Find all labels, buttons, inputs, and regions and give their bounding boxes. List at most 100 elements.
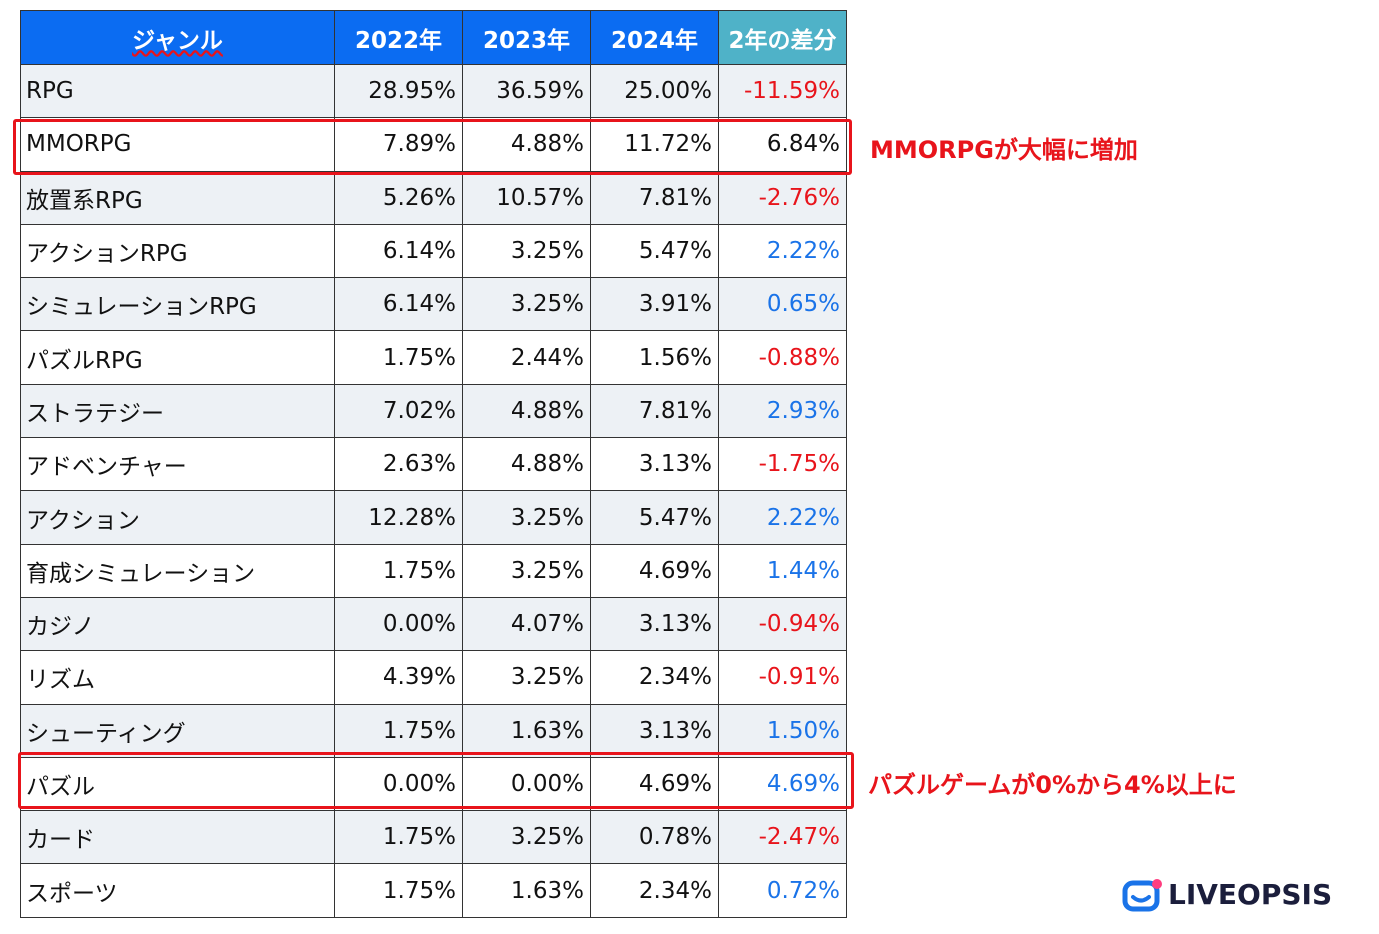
value-cell: 3.25% <box>462 810 591 865</box>
value-cell: 0.72% <box>718 863 847 918</box>
header-cell: 2023年 <box>462 10 591 65</box>
value-cell: 7.81% <box>590 170 719 225</box>
genre-cell: リズム <box>20 650 335 705</box>
value-cell: 2.63% <box>334 437 463 492</box>
table-row: シューティング 1.75% 1.63% 3.13% 1.50% <box>20 703 847 758</box>
genre-cell: 育成シミュレーション <box>20 543 335 598</box>
table-row: スポーツ 1.75% 1.63% 2.34% 0.72% <box>20 863 847 918</box>
value-cell: 3.13% <box>590 703 719 758</box>
value-cell: 1.75% <box>334 863 463 918</box>
table-row: アドベンチャー 2.63% 4.88% 3.13% -1.75% <box>20 437 847 492</box>
genre-cell: シミュレーションRPG <box>20 277 335 332</box>
value-cell: -0.88% <box>718 330 847 385</box>
value-cell: 1.63% <box>462 863 591 918</box>
value-cell: 6.14% <box>334 223 463 279</box>
value-cell: 4.88% <box>462 383 591 439</box>
value-cell: 7.89% <box>334 117 463 172</box>
table-body: RPG 28.95% 36.59% 25.00% -11.59% MMORPG 7.89% 4… <box>20 63 847 918</box>
value-cell: 0.65% <box>718 277 847 332</box>
value-cell: 12.28% <box>334 490 463 545</box>
value-cell: 1.75% <box>334 810 463 865</box>
value-cell: 4.39% <box>334 650 463 705</box>
value-cell: 1.44% <box>718 543 847 598</box>
value-cell: 6.84% <box>718 117 847 172</box>
value-cell: -2.76% <box>718 170 847 225</box>
value-cell: 1.50% <box>718 703 847 758</box>
logo-text: LIVEOPSIS <box>1168 878 1333 911</box>
header-text: 2023年 <box>482 27 570 54</box>
value-cell: 0.00% <box>334 596 463 652</box>
value-cell: 25.00% <box>590 63 719 119</box>
data-table: ジャンル 2022年 2023年 2024年 2年の差分 RPG 28.95% 36.59%… <box>20 10 847 918</box>
genre-cell: カード <box>20 810 335 865</box>
value-cell: -0.94% <box>718 596 847 652</box>
header-cell: 2024年 <box>590 10 719 65</box>
value-cell: 5.47% <box>590 490 719 545</box>
value-cell: -1.75% <box>718 437 847 492</box>
genre-cell: 放置系RPG <box>20 170 335 225</box>
value-cell: 2.34% <box>590 650 719 705</box>
header-text: 2年の差分 <box>728 27 837 54</box>
table-row: 放置系RPG 5.26% 10.57% 7.81% -2.76% <box>20 170 847 225</box>
value-cell: -2.47% <box>718 810 847 865</box>
header-text: ジャンル <box>132 27 223 54</box>
genre-cell: アクションRPG <box>20 223 335 279</box>
value-cell: 1.75% <box>334 543 463 598</box>
value-cell: 7.02% <box>334 383 463 439</box>
header-cell: ジャンル <box>20 10 335 65</box>
table-row: MMORPG 7.89% 4.88% 11.72% 6.84% <box>20 117 847 172</box>
annotation: MMORPGが大幅に増加 <box>870 136 1138 164</box>
value-cell: 4.07% <box>462 596 591 652</box>
genre-cell: アドベンチャー <box>20 437 335 492</box>
value-cell: 3.25% <box>462 490 591 545</box>
value-cell: 3.91% <box>590 277 719 332</box>
table-row: アクションRPG 6.14% 3.25% 5.47% 2.22% <box>20 223 847 279</box>
genre-cell: カジノ <box>20 596 335 652</box>
table-row: 育成シミュレーション 1.75% 3.25% 4.69% 1.44% <box>20 543 847 598</box>
value-cell: 10.57% <box>462 170 591 225</box>
annotation: パズルゲームが0%から4%以上に <box>868 771 1237 799</box>
table-row: アクション 12.28% 3.25% 5.47% 2.22% <box>20 490 847 545</box>
header-cell: 2022年 <box>334 10 463 65</box>
value-cell: 0.78% <box>590 810 719 865</box>
value-cell: 4.88% <box>462 117 591 172</box>
genre-cell: スポーツ <box>20 863 335 918</box>
table-row: リズム 4.39% 3.25% 2.34% -0.91% <box>20 650 847 705</box>
value-cell: -11.59% <box>718 63 847 119</box>
value-cell: 1.63% <box>462 703 591 758</box>
value-cell: 3.13% <box>590 596 719 652</box>
value-cell: 4.88% <box>462 437 591 492</box>
genre-cell: パズル <box>20 756 335 812</box>
highlight-box <box>18 752 854 809</box>
table-row: ストラテジー 7.02% 4.88% 7.81% 2.93% <box>20 383 847 439</box>
value-cell: 2.44% <box>462 330 591 385</box>
genre-cell: MMORPG <box>20 117 335 172</box>
value-cell: 2.34% <box>590 863 719 918</box>
value-cell: 3.25% <box>462 650 591 705</box>
header-text: 2022年 <box>354 27 442 54</box>
table-row: シミュレーションRPG 6.14% 3.25% 3.91% 0.65% <box>20 277 847 332</box>
value-cell: 3.25% <box>462 277 591 332</box>
value-cell: 4.69% <box>590 543 719 598</box>
value-cell: 2.22% <box>718 490 847 545</box>
header-row: ジャンル 2022年 2023年 2024年 2年の差分 <box>20 10 847 65</box>
value-cell: 5.47% <box>590 223 719 279</box>
genre-cell: アクション <box>20 490 335 545</box>
header-cell: 2年の差分 <box>718 10 847 65</box>
value-cell: 1.56% <box>590 330 719 385</box>
table-row: カジノ 0.00% 4.07% 3.13% -0.94% <box>20 596 847 652</box>
value-cell: 3.25% <box>462 543 591 598</box>
table-row: パズル 0.00% 0.00% 4.69% 4.69% <box>20 756 847 812</box>
value-cell: 3.13% <box>590 437 719 492</box>
value-cell: -0.91% <box>718 650 847 705</box>
value-cell: 0.00% <box>462 756 591 812</box>
value-cell: 5.26% <box>334 170 463 225</box>
genre-cell: RPG <box>20 63 335 119</box>
value-cell: 2.93% <box>718 383 847 439</box>
table-row: カード 1.75% 3.25% 0.78% -2.47% <box>20 810 847 865</box>
value-cell: 1.75% <box>334 330 463 385</box>
logo-icon <box>1122 879 1162 912</box>
value-cell: 6.14% <box>334 277 463 332</box>
genre-cell: ストラテジー <box>20 383 335 439</box>
